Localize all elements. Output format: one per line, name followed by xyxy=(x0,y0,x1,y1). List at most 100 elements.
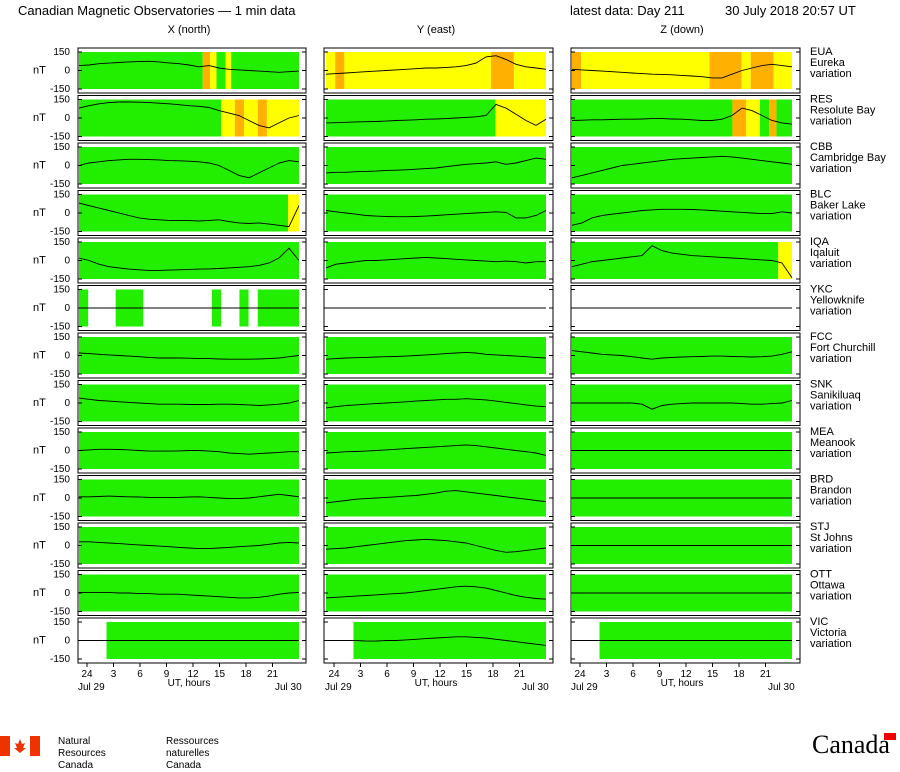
activity-band-quiet xyxy=(326,99,496,137)
activity-band-quiet xyxy=(326,147,546,184)
activity-band-quiet xyxy=(79,242,299,279)
station-desc: variation xyxy=(810,211,852,223)
station-name: Cambridge Bay xyxy=(810,152,886,164)
trace-line xyxy=(78,448,299,455)
activity-band-quiet xyxy=(572,147,792,184)
y-tick-label: 150 xyxy=(53,380,70,391)
x-tick-label: 12 xyxy=(187,669,199,680)
station-desc: variation xyxy=(810,496,852,508)
station-desc: variation xyxy=(810,306,852,318)
activity-band-moderate xyxy=(495,99,546,137)
y-tick-label: 150 xyxy=(53,617,70,628)
station-code: BLC xyxy=(810,189,831,201)
x-date-start: Jul 29 xyxy=(78,682,105,693)
station-code: MEA xyxy=(810,426,835,438)
y-tick-label: -150 xyxy=(50,607,70,618)
activity-band-moderate xyxy=(746,99,760,137)
y-tick-label: 150 xyxy=(53,570,70,581)
panel-vic-y xyxy=(323,617,554,664)
activity-band-quiet xyxy=(572,337,792,374)
trace-line xyxy=(571,155,793,179)
y-tick-label: -150 xyxy=(50,132,70,143)
trace-line xyxy=(79,591,300,599)
station-desc: variation xyxy=(810,401,852,413)
y-tick-label: 150 xyxy=(53,475,70,486)
x-tick-label: 24 xyxy=(81,669,93,680)
station-code: BRD xyxy=(810,474,833,486)
activity-band-quiet xyxy=(216,52,226,89)
activity-band-quiet xyxy=(79,384,299,422)
y-unit-label: nT xyxy=(33,492,46,504)
station-code: SNK xyxy=(810,379,833,391)
y-tick-label: 0 xyxy=(64,541,70,552)
panel-res-z xyxy=(570,95,801,141)
y-tick-label: -150 xyxy=(50,559,70,570)
y-tick-label: -150 xyxy=(50,179,70,190)
activity-band-quiet xyxy=(326,479,546,517)
y-tick-label: 0 xyxy=(64,161,70,172)
activity-band-active xyxy=(572,52,582,89)
panel-iqa-z xyxy=(570,237,801,284)
station-code: EUA xyxy=(810,46,833,58)
panel-eua-z xyxy=(570,47,801,94)
activity-band-quiet xyxy=(572,242,779,279)
activity-band-quiet xyxy=(326,194,546,232)
x-tick-label: 15 xyxy=(461,669,473,680)
trace-line xyxy=(571,208,793,226)
y-tick-label: -150 xyxy=(50,322,70,333)
x-tick-label: 21 xyxy=(267,669,279,680)
panel-blc-x xyxy=(77,190,307,236)
latest-date-label: 30 July 2018 20:57 UT xyxy=(725,3,856,18)
station-desc: variation xyxy=(810,258,852,270)
y-unit-label: nT xyxy=(33,207,46,219)
activity-band-moderate xyxy=(344,52,491,89)
y-tick-label: 150 xyxy=(53,190,70,201)
y-tick-label: -150 xyxy=(50,464,70,475)
y-tick-label: 150 xyxy=(53,332,70,343)
activity-band-quiet xyxy=(79,527,299,564)
x-tick-label: 6 xyxy=(384,669,390,680)
trace-line xyxy=(78,202,300,228)
x-tick-label: 9 xyxy=(164,669,170,680)
trace-line xyxy=(325,398,547,409)
activity-band-quiet xyxy=(326,527,546,564)
trace-line xyxy=(325,351,547,360)
panel-mea-z xyxy=(570,427,801,474)
panel-cbb-z xyxy=(570,142,801,189)
activity-band-moderate xyxy=(326,52,336,89)
activity-band-active xyxy=(202,52,211,89)
panel-eua-x xyxy=(77,47,307,94)
station-desc: variation xyxy=(810,591,852,603)
panel-cbb-x xyxy=(77,142,307,189)
panel-ykc-z xyxy=(570,285,801,331)
y-tick-label: 150 xyxy=(53,237,70,248)
y-tick-label: 150 xyxy=(53,427,70,438)
chart-title: Canadian Magnetic Observatories — 1 min … xyxy=(18,3,296,18)
trace-line xyxy=(325,55,547,75)
trace-line xyxy=(325,538,547,553)
panel-ykc-y xyxy=(323,285,554,331)
y-tick-label: -150 xyxy=(50,227,70,238)
station-name: Iqaluit xyxy=(810,247,839,259)
station-desc: variation xyxy=(810,543,852,555)
x-date-end: Jul 30 xyxy=(768,682,795,693)
activity-band-active xyxy=(335,52,345,89)
activity-band-quiet xyxy=(326,432,546,469)
station-name: Sanikiluaq xyxy=(810,390,861,402)
activity-band-quiet xyxy=(79,99,222,137)
station-name: Resolute Bay xyxy=(810,105,876,117)
activity-band-quiet xyxy=(231,52,299,89)
y-unit-label: nT xyxy=(33,445,46,457)
activity-band-quiet xyxy=(79,194,288,232)
panel-snk-z xyxy=(570,380,801,426)
x-axis-title: UT, hours xyxy=(168,678,211,689)
y-tick-label: 0 xyxy=(64,66,70,77)
panel-ykc-x xyxy=(77,285,307,331)
